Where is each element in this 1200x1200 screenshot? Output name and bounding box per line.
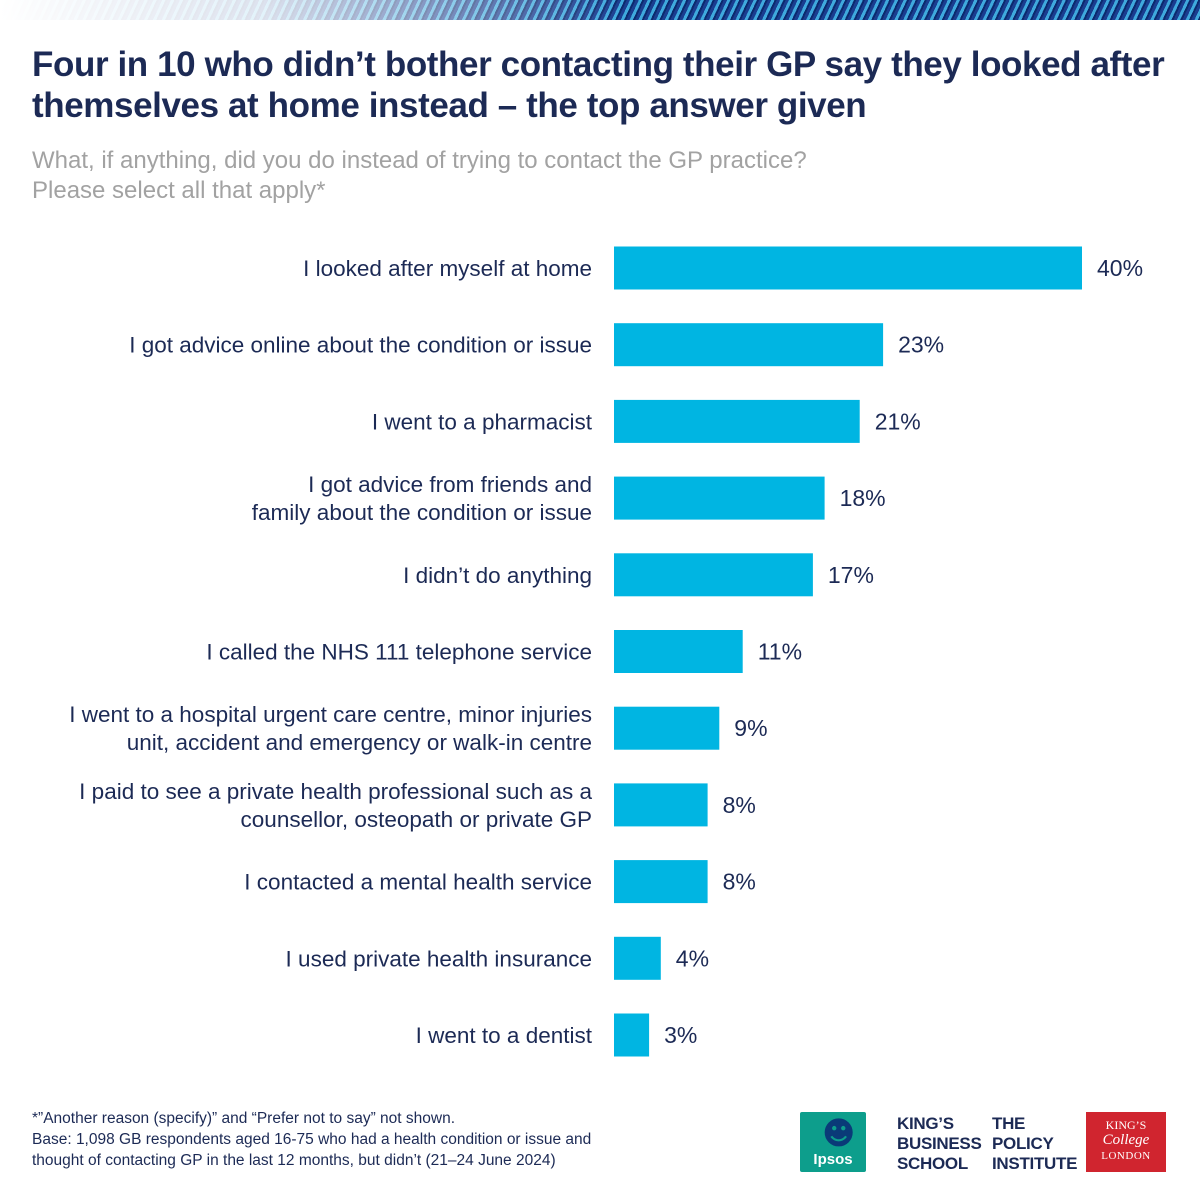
category-label: I got advice from friends and bbox=[308, 472, 592, 497]
bar bbox=[614, 706, 720, 750]
bar bbox=[614, 783, 708, 827]
footnote-line: Base: 1,098 GB respondents aged 16-75 wh… bbox=[32, 1131, 592, 1148]
footnote: *”Another reason (specify)” and “Prefer … bbox=[32, 1108, 672, 1171]
bar bbox=[614, 1013, 650, 1057]
logo-line: KING’S bbox=[1105, 1118, 1147, 1132]
bar-row: I called the NHS 111 telephone service 11… bbox=[206, 630, 802, 673]
bar-row: I used private health insurance 4% bbox=[286, 936, 709, 980]
bar-row: I looked after myself at home 40% bbox=[303, 246, 1143, 290]
logo-line: THE bbox=[992, 1114, 1026, 1133]
category-label: I contacted a mental health service bbox=[244, 870, 592, 895]
title-line: themselves at home instead – the top ans… bbox=[32, 86, 867, 125]
value-label: 8% bbox=[723, 869, 756, 895]
bar-row: I paid to see a private health professio… bbox=[79, 779, 756, 832]
value-label: 11% bbox=[758, 639, 802, 665]
category-label: I used private health insurance bbox=[286, 946, 592, 971]
category-label: I paid to see a private health professio… bbox=[79, 779, 592, 804]
category-label: unit, accident and emergency or walk-in … bbox=[127, 730, 592, 755]
category-label: I looked after myself at home bbox=[303, 256, 592, 281]
category-label: I went to a dentist bbox=[416, 1023, 593, 1048]
bar-row: I went to a pharmacist 21% bbox=[372, 399, 921, 443]
category-label: I called the NHS 111 telephone service bbox=[206, 640, 592, 665]
bar-row: I went to a dentist 3% bbox=[416, 1013, 697, 1057]
value-label: 3% bbox=[664, 1022, 697, 1048]
ipsos-logo-text: Ipsos bbox=[813, 1151, 853, 1168]
value-label: 23% bbox=[898, 332, 944, 358]
ipsos-head-icon: ☻ bbox=[822, 1114, 856, 1152]
footnote-line: thought of contacting GP in the last 12 … bbox=[32, 1152, 556, 1169]
value-label: 17% bbox=[828, 562, 874, 588]
value-label: 40% bbox=[1097, 255, 1143, 281]
kings-college-london-logo: KING’S College LONDON bbox=[1086, 1112, 1166, 1172]
logo-line: BUSINESS bbox=[897, 1134, 982, 1153]
bar bbox=[614, 399, 860, 443]
title-line: Four in 10 who didn’t bother contacting … bbox=[32, 45, 1165, 84]
kings-business-school-logo: KING’S BUSINESS SCHOOL bbox=[897, 1114, 982, 1174]
subtitle-line: Please select all that apply* bbox=[32, 177, 326, 204]
logo-line: College bbox=[1102, 1132, 1150, 1148]
value-label: 18% bbox=[840, 485, 886, 511]
value-label: 4% bbox=[676, 945, 709, 971]
bar-row: I didn’t do anything 17% bbox=[403, 553, 874, 597]
bar bbox=[614, 860, 708, 904]
bar bbox=[614, 630, 743, 673]
bar bbox=[614, 323, 884, 367]
category-label: family about the condition or issue bbox=[252, 500, 592, 525]
value-label: 9% bbox=[734, 715, 767, 741]
category-label: counsellor, osteopath or private GP bbox=[241, 807, 592, 832]
ipsos-logo: ☻ Ipsos bbox=[800, 1112, 866, 1172]
top-decorative-stripe bbox=[0, 0, 1200, 20]
logo-line: LONDON bbox=[1101, 1150, 1151, 1162]
footnote-line: *”Another reason (specify)” and “Prefer … bbox=[32, 1110, 456, 1127]
subtitle-line: What, if anything, did you do instead of… bbox=[32, 147, 807, 174]
logo-line: POLICY bbox=[992, 1134, 1054, 1153]
bar-chart: I looked after myself at home 40% I got ad… bbox=[69, 246, 1143, 1057]
category-label: I didn’t do anything bbox=[403, 563, 592, 588]
bar-row: I contacted a mental health service 8% bbox=[244, 860, 756, 904]
logo-line: INSTITUTE bbox=[992, 1154, 1078, 1173]
bar-row: I got advice from friends and family abou… bbox=[252, 472, 886, 525]
policy-institute-logo: THE POLICY INSTITUTE bbox=[992, 1114, 1077, 1174]
chart-title: Four in 10 who didn’t bother contacting … bbox=[32, 44, 1172, 126]
bar bbox=[614, 246, 1082, 290]
value-label: 21% bbox=[875, 408, 921, 434]
bar bbox=[614, 476, 825, 520]
bar-row: I went to a hospital urgent care centre,… bbox=[69, 702, 767, 755]
category-label: I got advice online about the condition … bbox=[129, 333, 592, 358]
bar bbox=[614, 936, 661, 980]
category-label: I went to a hospital urgent care centre,… bbox=[69, 702, 592, 727]
value-label: 8% bbox=[723, 792, 756, 818]
category-label: I went to a pharmacist bbox=[372, 409, 593, 434]
bar-row: I got advice online about the condition … bbox=[129, 323, 944, 367]
logo-line: KING’S bbox=[897, 1114, 954, 1133]
chart-subtitle: What, if anything, did you do instead of… bbox=[32, 146, 1132, 206]
bar bbox=[614, 553, 813, 597]
logo-line: SCHOOL bbox=[897, 1154, 968, 1173]
